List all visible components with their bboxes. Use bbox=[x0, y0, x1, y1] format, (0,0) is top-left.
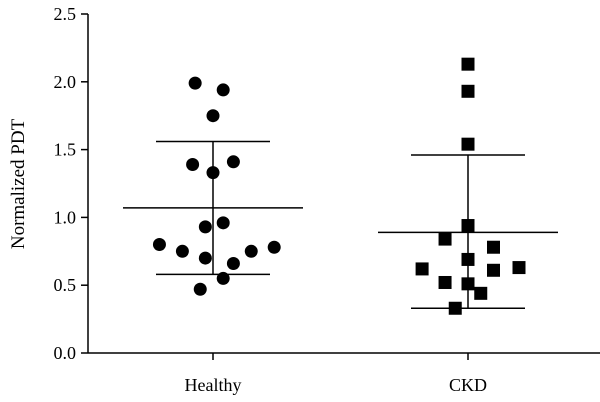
data-point-circle bbox=[206, 109, 220, 123]
y-tick-label: 0.0 bbox=[54, 343, 77, 363]
data-point-circle bbox=[244, 244, 258, 258]
data-point-square bbox=[461, 252, 475, 266]
data-point-circle bbox=[193, 282, 207, 296]
y-tick-label: 2.0 bbox=[54, 72, 77, 92]
data-point-square bbox=[461, 84, 475, 98]
x-tick-label: CKD bbox=[449, 375, 487, 395]
data-point-circle bbox=[206, 166, 220, 180]
y-axis-title: Normalized PDT bbox=[8, 118, 29, 249]
data-point-square bbox=[461, 57, 475, 71]
data-point-square bbox=[415, 262, 429, 276]
data-point-square bbox=[474, 286, 488, 300]
data-point-square bbox=[487, 263, 500, 277]
data-point-circle bbox=[152, 238, 166, 252]
data-point-square bbox=[438, 232, 452, 246]
data-point-square bbox=[512, 261, 526, 275]
y-axis: 0.0 0.5 1.0 1.5 2.0 2.5 bbox=[54, 4, 89, 363]
data-point-circle bbox=[226, 257, 240, 271]
y-tick-label: 0.5 bbox=[54, 275, 77, 295]
data-point-square bbox=[448, 301, 462, 315]
data-point-circle bbox=[186, 158, 200, 172]
data-point-circle bbox=[188, 76, 202, 90]
data-point-square bbox=[438, 275, 452, 289]
x-tick-label: Healthy bbox=[185, 375, 242, 395]
data-points bbox=[152, 57, 526, 315]
data-point-square bbox=[461, 277, 475, 291]
y-tick-label: 1.5 bbox=[54, 140, 77, 160]
y-tick-label: 1.0 bbox=[54, 207, 77, 227]
data-point-circle bbox=[216, 216, 230, 230]
data-point-square bbox=[461, 219, 475, 233]
data-point-circle bbox=[267, 240, 281, 254]
data-point-circle bbox=[175, 244, 189, 258]
data-point-circle bbox=[216, 83, 230, 97]
data-point-square bbox=[461, 137, 475, 151]
data-point-circle bbox=[226, 155, 240, 169]
data-point-circle bbox=[216, 271, 230, 285]
data-point-circle bbox=[198, 220, 212, 234]
y-tick-label: 2.5 bbox=[54, 4, 77, 24]
data-point-square bbox=[487, 240, 500, 254]
x-axis: Healthy CKD bbox=[88, 352, 600, 395]
data-point-circle bbox=[198, 251, 212, 265]
